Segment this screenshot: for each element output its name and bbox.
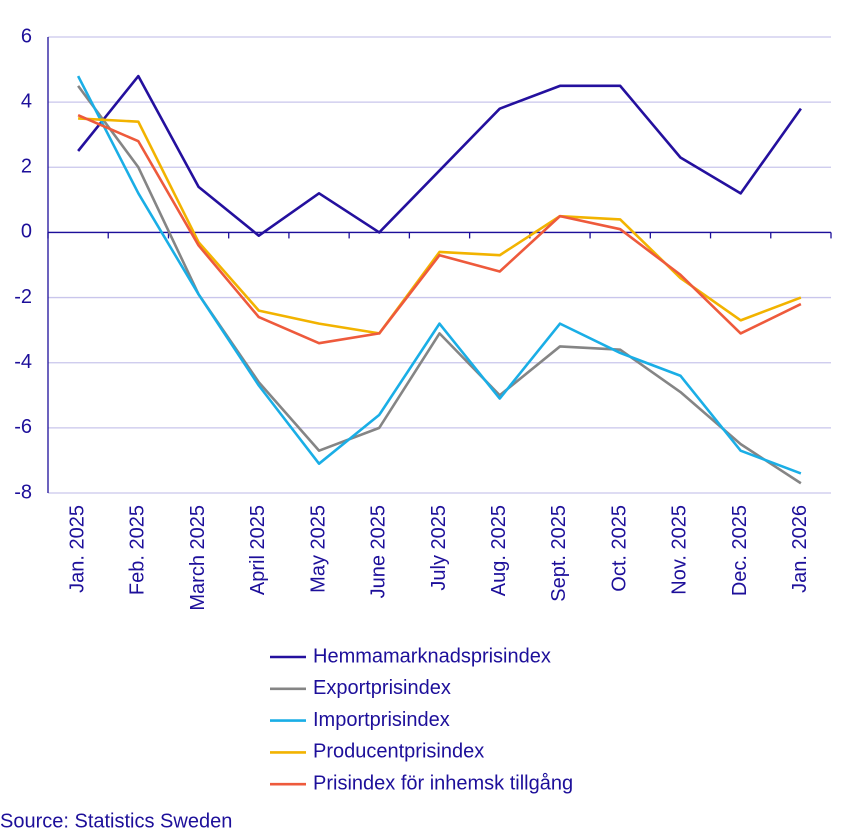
y-tick-label: 4 [21,90,32,112]
y-tick-label: 0 [21,221,32,243]
series-line [77,113,802,345]
legend-label: Producentprisindex [313,741,484,763]
x-tick-label: April 2025 [247,505,269,595]
legend-label: Prisindex för inhemsk tillgång [313,772,573,794]
y-tick-label: 6 [21,25,32,47]
x-tick-label: July 2025 [428,505,450,591]
legend-label: Exportprisindex [313,677,451,699]
x-tick-label: June 2025 [368,505,390,598]
x-tick-label: Oct. 2025 [608,505,630,592]
y-tick-label: -4 [14,351,32,373]
series-line [77,85,802,485]
x-tick-label: Jan. 2025 [66,505,88,593]
series-line [77,74,802,237]
x-tick-label: Feb. 2025 [127,505,149,595]
legend-label: Hemmamarknadsprisindex [313,645,551,667]
x-tick-label: Dec. 2025 [729,505,751,596]
series-line [78,117,802,335]
x-tick-label: Nov. 2025 [669,505,691,595]
x-tick-label: May 2025 [307,505,329,593]
y-tick-label: -8 [14,481,32,503]
y-tick-label: -6 [14,416,32,438]
x-tick-label: Sept. 2025 [548,505,570,602]
x-tick-label: Aug. 2025 [488,505,510,596]
legend-label: Importprisindex [313,709,450,731]
y-tick-label: 2 [21,156,32,178]
y-tick-label: -2 [14,286,32,308]
series-line [76,75,802,475]
source: Source: Statistics Sweden [0,810,232,832]
x-tick-label: Jan. 2026 [789,505,811,593]
x-tick-label: March 2025 [187,505,209,611]
